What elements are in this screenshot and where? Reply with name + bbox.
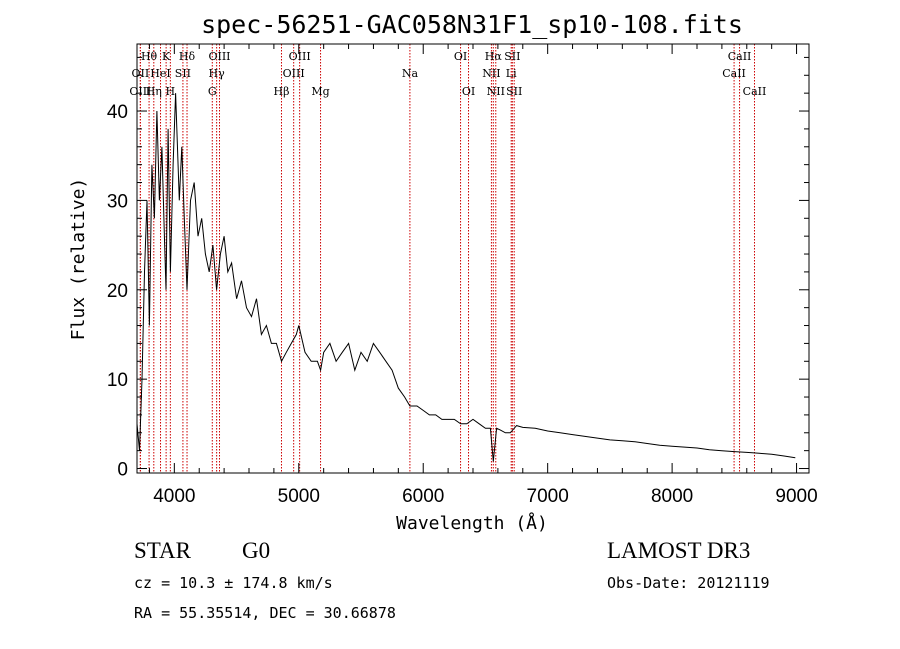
y-tick-label: 20 — [107, 281, 128, 302]
x-tick-label: 5000 — [278, 486, 320, 507]
y-tick-label: 0 — [117, 460, 128, 481]
x-tick-label: 6000 — [402, 486, 444, 507]
y-tick-label: 10 — [107, 370, 128, 391]
emission-line-markers — [139, 44, 755, 473]
line-label: Hα — [485, 50, 503, 63]
y-tick-label: 30 — [107, 191, 128, 212]
coordinates: RA = 55.35514, DEC = 30.66878 — [134, 604, 396, 622]
line-label: OIII — [129, 85, 151, 98]
x-axis-label: Wavelength (Å) — [396, 512, 548, 534]
line-label: CaII — [743, 85, 767, 98]
line-label: OI — [454, 50, 467, 63]
y-axis-label: Flux (relative) — [68, 178, 89, 341]
line-label: Mg — [311, 85, 329, 98]
line-label: OII — [132, 67, 150, 80]
line-label: OIII — [289, 50, 311, 63]
line-label: OIII — [283, 67, 305, 80]
line-label: SII — [504, 50, 520, 63]
line-label: Na — [402, 67, 419, 80]
line-label: Hη — [146, 85, 162, 98]
x-tick-label: 4000 — [153, 486, 195, 507]
object-subclass: G0 — [242, 538, 271, 563]
line-label: Hγ — [209, 67, 226, 80]
line-label: CaII — [722, 67, 746, 80]
line-label: SII — [175, 67, 191, 80]
x-tick-label: 8000 — [651, 486, 693, 507]
line-label: G — [208, 85, 217, 98]
line-label: K — [162, 50, 171, 63]
line-label: SII — [506, 85, 522, 98]
y-axis: 0 10 20 30 40 — [107, 56, 809, 481]
spectrum-line — [136, 93, 796, 462]
spectrum-chart: spec-56251-GAC058N31F1_sp10-108.fits Hθ O… — [68, 10, 818, 534]
survey-name: LAMOST DR3 — [607, 538, 751, 563]
observation-date: Obs-Date: 20121119 — [607, 574, 770, 592]
x-axis: 4000 5000 6000 7000 8000 9000 — [148, 44, 818, 507]
line-label: Hδ — [179, 50, 196, 63]
redshift-value: cz = 10.3 ± 174.8 km/s — [134, 574, 333, 592]
y-tick-label: 40 — [107, 102, 128, 123]
line-label: OI — [462, 85, 475, 98]
line-label: HeI — [150, 67, 170, 80]
x-tick-label: 9000 — [775, 486, 817, 507]
line-label: NII — [487, 85, 505, 98]
line-labels: Hθ OII OIII K HeI Hη Hδ SII H OIII Hγ G OIII OIII Hβ Mg… — [129, 50, 766, 98]
chart-title: spec-56251-GAC058N31F1_sp10-108.fits — [201, 10, 743, 39]
line-label: NII — [482, 67, 500, 80]
plot-frame — [136, 43, 810, 474]
line-label: H — [166, 85, 176, 98]
line-label: CaII — [728, 50, 752, 63]
line-label: OIII — [208, 50, 230, 63]
x-tick-label: 7000 — [527, 486, 569, 507]
line-label: Li — [506, 67, 517, 80]
object-class: STAR — [134, 538, 191, 563]
line-label: Hθ — [141, 50, 158, 63]
line-label: Hβ — [274, 85, 290, 98]
